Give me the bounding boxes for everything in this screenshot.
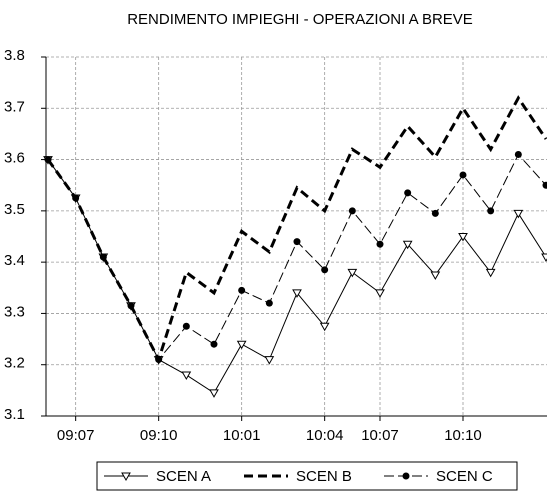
x-tick-label: 10:07 [361, 427, 399, 444]
y-tick-label: 3.5 [4, 201, 25, 218]
y-tick-label: 3.1 [4, 406, 25, 423]
marker [459, 171, 467, 179]
legend-label: SCEN B [296, 468, 352, 485]
marker [541, 253, 547, 263]
marker [431, 209, 439, 217]
marker [264, 356, 275, 365]
line [47, 153, 547, 361]
marker [155, 356, 163, 364]
x-tick-label: 09:07 [57, 427, 95, 444]
axes [45, 57, 547, 417]
x-tick-label: 09:10 [140, 427, 178, 444]
marker [238, 286, 246, 294]
y-tick-label: 3.2 [4, 355, 25, 372]
marker [44, 156, 52, 164]
marker [430, 271, 441, 280]
chart-title: RENDIMENTO IMPIEGHI - OPERAZIONI A BREVE [127, 11, 473, 28]
marker [542, 181, 547, 189]
y-tick-label: 3.8 [4, 47, 25, 64]
x-tick-label: 10:10 [444, 427, 482, 444]
legend: SCEN A SCEN B SCEN C [96, 461, 518, 491]
marker [321, 266, 329, 274]
marker [347, 268, 358, 278]
legend-label: SCEN A [156, 468, 211, 485]
x-tick-label: 10:01 [223, 427, 261, 444]
marker [404, 189, 412, 197]
marker [236, 340, 247, 350]
marker [458, 233, 468, 242]
marker [182, 322, 190, 330]
marker [181, 371, 192, 380]
marker [485, 268, 496, 278]
marker [402, 472, 410, 480]
line [46, 95, 547, 364]
marker [348, 207, 356, 215]
marker [72, 194, 80, 202]
marker [402, 240, 413, 250]
y-tick-label: 3.7 [4, 98, 25, 115]
series [46, 95, 547, 364]
marker [99, 253, 107, 261]
marker [265, 299, 273, 307]
marker [127, 302, 135, 310]
y-tick-label: 3.4 [4, 252, 25, 269]
marker [121, 472, 131, 482]
line [47, 159, 547, 394]
series [44, 150, 547, 364]
marker [209, 389, 219, 398]
marker [319, 322, 330, 332]
y-tick-label: 3.6 [4, 150, 25, 167]
marker [376, 240, 384, 248]
marker [375, 289, 385, 298]
marker [293, 238, 301, 246]
marker [514, 150, 522, 158]
x-tick-label: 10:04 [306, 427, 344, 444]
y-tick-label: 3.3 [4, 303, 25, 320]
legend-label: SCEN C [436, 468, 493, 485]
marker [487, 207, 495, 215]
marker [292, 289, 302, 298]
legend-box [96, 461, 518, 491]
marker [210, 340, 218, 348]
marker [513, 209, 524, 219]
